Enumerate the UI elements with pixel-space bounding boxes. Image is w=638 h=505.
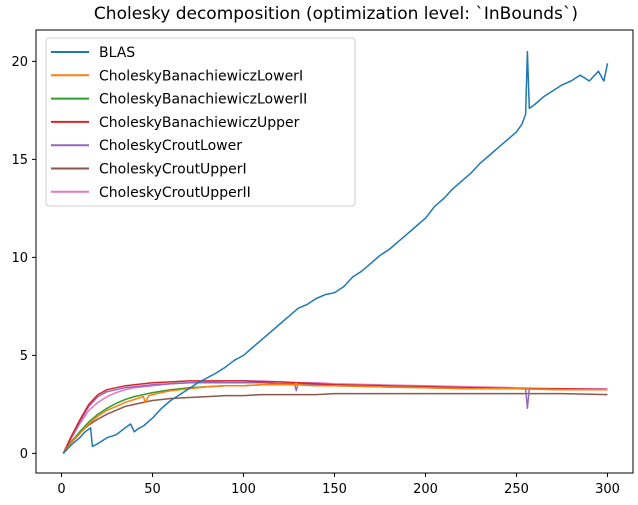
x-tick-label: 50 xyxy=(144,482,161,497)
y-tick-label: 5 xyxy=(20,349,28,364)
x-tick-label: 300 xyxy=(595,482,620,497)
series-line-0 xyxy=(62,50,609,454)
y-tick-label: 10 xyxy=(11,251,28,266)
x-tick-label: 200 xyxy=(413,482,438,497)
y-tick-label: 20 xyxy=(11,55,28,70)
y-tick-label: 15 xyxy=(11,153,28,168)
x-tick-label: 100 xyxy=(231,482,256,497)
legend: BLAS CholeskyBanachiewiczLowerI CholeskyBa… xyxy=(45,37,356,207)
x-axis: 0 50 100 150 200 250 300 xyxy=(57,473,620,497)
series-line-5 xyxy=(62,392,608,454)
legend-label: CholeskyCroutUpperII xyxy=(99,185,251,201)
legend-label: BLAS xyxy=(99,45,135,61)
x-tick-label: 0 xyxy=(57,482,65,497)
legend-label: CholeskyCroutUpperI xyxy=(99,162,247,178)
x-tick-label: 250 xyxy=(504,482,529,497)
legend-label: CholeskyBanachiewiczLowerI xyxy=(99,68,303,84)
y-axis: 0 5 10 15 20 xyxy=(11,55,36,462)
plot-lines xyxy=(62,50,609,454)
chart-title: Cholesky decomposition (optimization lev… xyxy=(94,4,578,24)
legend-label: CholeskyBanachiewiczLowerII xyxy=(99,92,307,108)
series-line-3 xyxy=(62,380,608,454)
legend-label: CholeskyCroutLower xyxy=(99,138,242,154)
x-tick-label: 150 xyxy=(322,482,347,497)
legend-label: CholeskyBanachiewiczUpper xyxy=(99,115,300,131)
y-tick-label: 0 xyxy=(20,447,28,462)
legend-box xyxy=(45,37,356,207)
